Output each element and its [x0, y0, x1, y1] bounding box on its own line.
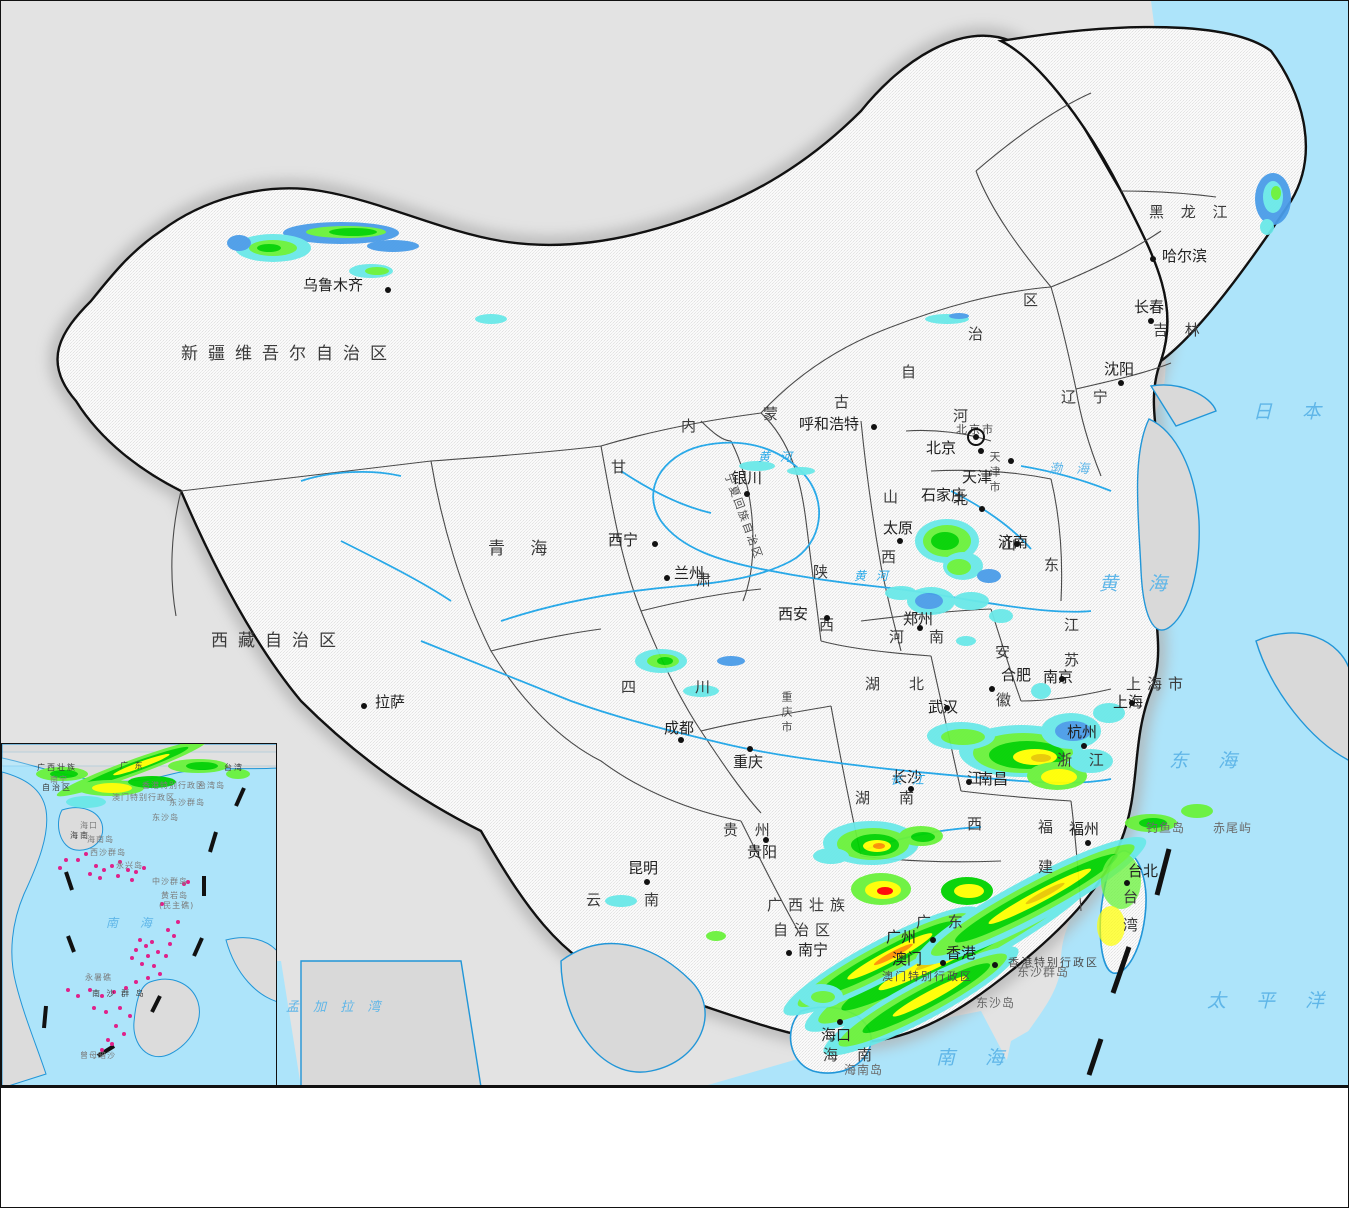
city-marker-dot: [1008, 458, 1014, 464]
capital-marker-beijing: [967, 428, 985, 446]
radar-echo-layer: [227, 173, 1291, 1056]
city-marker-dot: [361, 703, 367, 709]
city-marker-dot: [678, 737, 684, 743]
city-marker-dot: [747, 746, 753, 752]
city-marker-dot: [992, 962, 998, 968]
legend-footer: 全国雷达拼图 [2026-02-28 04:00:00] [ 组合反射率 ] 5…: [0, 1086, 1349, 1208]
city-marker-dot: [944, 705, 950, 711]
city-marker-dot: [744, 491, 750, 497]
city-marker-dot: [1081, 743, 1087, 749]
city-marker-dot: [1059, 676, 1065, 682]
echo-xinjiang: [227, 222, 507, 324]
echo-inner-mongolia: [739, 313, 969, 475]
city-marker-dot: [385, 287, 391, 293]
city-marker-dot: [989, 686, 995, 692]
city-marker-dot: [966, 779, 972, 785]
city-marker-dot: [1129, 700, 1135, 706]
nine-dash-line: [1086, 848, 1172, 1076]
city-marker-dot: [652, 541, 658, 547]
city-marker-dot: [871, 424, 877, 430]
echo-east-china: [927, 683, 1125, 790]
city-marker-dot: [1085, 840, 1091, 846]
city-marker-dot: [837, 1019, 843, 1025]
city-marker-dot: [917, 625, 923, 631]
echo-heilongjiang: [1255, 173, 1291, 235]
inset-canvas: [2, 744, 276, 1085]
city-marker-dot: [763, 837, 769, 843]
city-marker-dot: [1148, 318, 1154, 324]
neighbour-land: [300, 384, 1348, 1085]
city-marker-dot: [824, 615, 830, 621]
map-canvas: [1, 1, 1348, 1085]
city-marker-dot: [979, 506, 985, 512]
city-marker-dot: [1124, 880, 1130, 886]
city-marker-dot: [940, 960, 946, 966]
echo-north-china: [885, 519, 1013, 646]
echo-hunan: [813, 821, 943, 865]
city-marker-dot: [644, 879, 650, 885]
map-panel[interactable]: 新疆维吾尔自治区 西藏自治区青 海甘肃内蒙古自治区宁夏回族自治区陕西山西河北山东河…: [0, 0, 1349, 1086]
city-marker-dot: [1150, 256, 1156, 262]
city-marker-dot: [1118, 380, 1124, 386]
south-china-sea-inset[interactable]: 南 海广西壮族 自治区广 东台湾 南宁 香港特别行政区 澳门特别行政区 台湾岛 东沙群岛 东沙…: [1, 743, 277, 1085]
echo-south-china-band: [783, 804, 1213, 1056]
city-marker-dot: [897, 538, 903, 544]
city-marker-dot: [664, 575, 670, 581]
city-marker-dot: [930, 937, 936, 943]
echo-southwest: [605, 649, 745, 941]
city-marker-dot: [1014, 541, 1020, 547]
city-marker-dot: [786, 950, 792, 956]
city-marker-dot: [908, 786, 914, 792]
city-marker-dot: [978, 448, 984, 454]
